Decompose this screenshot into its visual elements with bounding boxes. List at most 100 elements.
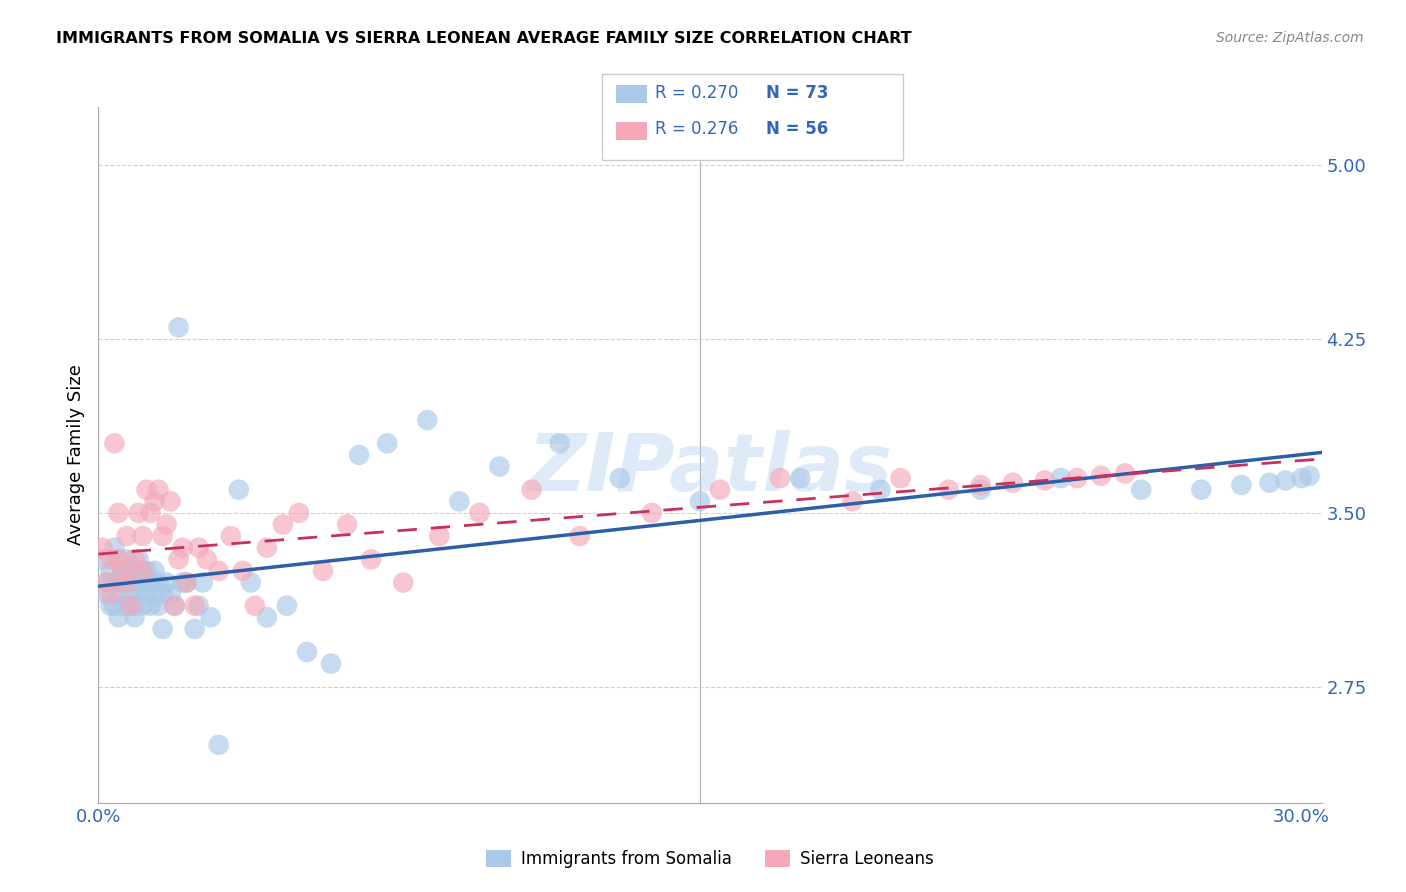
Point bbox=[336, 517, 359, 532]
Point bbox=[107, 552, 129, 566]
Point bbox=[276, 599, 298, 613]
Point bbox=[107, 587, 129, 601]
Point bbox=[256, 610, 278, 624]
Point bbox=[167, 552, 190, 566]
Point bbox=[427, 529, 450, 543]
Point bbox=[91, 541, 114, 555]
Point bbox=[128, 587, 150, 601]
Point bbox=[392, 575, 415, 590]
Point bbox=[143, 494, 166, 508]
Point bbox=[1001, 475, 1024, 490]
Point bbox=[115, 599, 138, 613]
Point bbox=[689, 494, 711, 508]
Point bbox=[228, 483, 250, 497]
Point bbox=[176, 575, 198, 590]
Point bbox=[135, 564, 157, 578]
Point bbox=[103, 436, 125, 450]
Point bbox=[155, 575, 177, 590]
Point bbox=[111, 564, 134, 578]
Point bbox=[641, 506, 664, 520]
Text: ZIPatlas: ZIPatlas bbox=[527, 430, 893, 508]
Point bbox=[1050, 471, 1073, 485]
Point bbox=[124, 575, 146, 590]
Point bbox=[131, 564, 153, 578]
Point bbox=[295, 645, 318, 659]
Point bbox=[107, 610, 129, 624]
Point bbox=[449, 494, 471, 508]
Point bbox=[115, 529, 138, 543]
Point bbox=[271, 517, 294, 532]
Point bbox=[709, 483, 731, 497]
Point bbox=[124, 599, 146, 613]
Point bbox=[135, 483, 157, 497]
Point bbox=[208, 564, 231, 578]
Y-axis label: Average Family Size: Average Family Size bbox=[66, 365, 84, 545]
Point bbox=[163, 599, 186, 613]
Point bbox=[115, 575, 138, 590]
Point bbox=[232, 564, 254, 578]
Point bbox=[152, 587, 174, 601]
Point bbox=[219, 529, 242, 543]
Point bbox=[1258, 475, 1281, 490]
Point bbox=[115, 552, 138, 566]
Point bbox=[789, 471, 811, 485]
Point bbox=[172, 575, 194, 590]
Point bbox=[191, 575, 214, 590]
Point bbox=[187, 599, 209, 613]
Point bbox=[115, 575, 138, 590]
Point bbox=[100, 587, 122, 601]
Point bbox=[139, 506, 162, 520]
Legend: Immigrants from Somalia, Sierra Leoneans: Immigrants from Somalia, Sierra Leoneans bbox=[479, 843, 941, 874]
Point bbox=[375, 436, 398, 450]
Point bbox=[938, 483, 960, 497]
Point bbox=[183, 622, 205, 636]
Point bbox=[128, 564, 150, 578]
Text: Source: ZipAtlas.com: Source: ZipAtlas.com bbox=[1216, 31, 1364, 45]
Point bbox=[243, 599, 266, 613]
Text: R = 0.276: R = 0.276 bbox=[655, 120, 738, 138]
Point bbox=[131, 575, 153, 590]
Point bbox=[131, 599, 153, 613]
Text: R = 0.270: R = 0.270 bbox=[655, 84, 738, 102]
Point bbox=[200, 610, 222, 624]
Point bbox=[100, 552, 122, 566]
Point bbox=[128, 506, 150, 520]
Point bbox=[195, 552, 218, 566]
Text: N = 73: N = 73 bbox=[766, 84, 828, 102]
Point bbox=[416, 413, 439, 427]
Point bbox=[183, 599, 205, 613]
Point bbox=[488, 459, 510, 474]
Point bbox=[139, 575, 162, 590]
Point bbox=[131, 529, 153, 543]
Point bbox=[111, 575, 134, 590]
Point bbox=[120, 587, 142, 601]
Point bbox=[1066, 471, 1088, 485]
Point bbox=[159, 587, 181, 601]
Point bbox=[148, 483, 170, 497]
Point bbox=[841, 494, 863, 508]
Point bbox=[1230, 478, 1253, 492]
Point bbox=[135, 587, 157, 601]
Point bbox=[769, 471, 792, 485]
Point bbox=[1189, 483, 1212, 497]
Point bbox=[1090, 468, 1112, 483]
Point bbox=[139, 599, 162, 613]
Point bbox=[256, 541, 278, 555]
Point bbox=[609, 471, 631, 485]
Point bbox=[155, 517, 177, 532]
Point bbox=[468, 506, 491, 520]
Point bbox=[970, 478, 993, 492]
Text: N = 56: N = 56 bbox=[766, 120, 828, 138]
Point bbox=[107, 506, 129, 520]
Point bbox=[347, 448, 370, 462]
Point bbox=[176, 575, 198, 590]
Point bbox=[124, 552, 146, 566]
Point bbox=[143, 587, 166, 601]
Point bbox=[187, 541, 209, 555]
Point bbox=[319, 657, 342, 671]
Point bbox=[312, 564, 335, 578]
Point bbox=[107, 552, 129, 566]
Point bbox=[152, 622, 174, 636]
Point bbox=[120, 599, 142, 613]
Point bbox=[96, 575, 118, 590]
